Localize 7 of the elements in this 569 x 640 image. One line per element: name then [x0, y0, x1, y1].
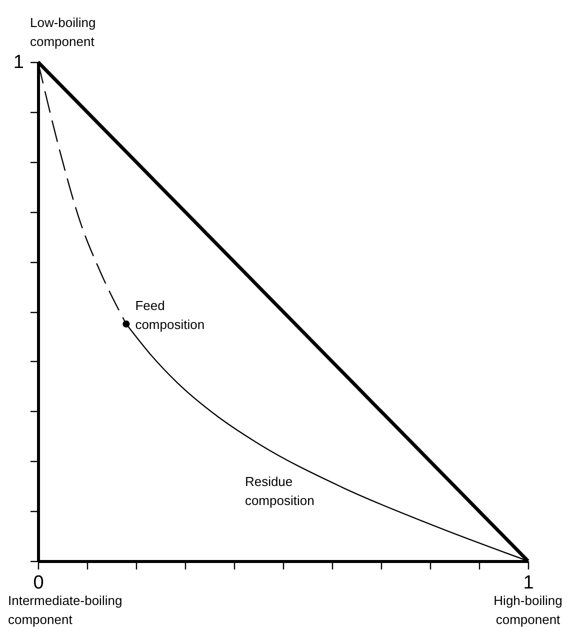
annotation: Residue composition [244, 474, 314, 508]
x-tick-label: 0 [33, 572, 44, 594]
annotation: Low-boiling component [30, 15, 96, 49]
annotation: 1 [13, 52, 24, 73]
text: Intermediate-boiling component [8, 593, 122, 627]
annotation: High-boiling component [494, 593, 562, 627]
annotation: Feed composition [135, 298, 205, 332]
